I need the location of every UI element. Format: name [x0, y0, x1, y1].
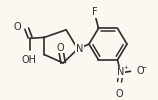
Text: O: O — [14, 22, 21, 32]
Text: OH: OH — [22, 55, 37, 65]
Text: N: N — [76, 44, 83, 54]
Text: N: N — [117, 67, 124, 77]
Text: O: O — [116, 89, 123, 99]
Text: −: − — [142, 64, 147, 69]
Text: +: + — [123, 65, 128, 70]
Text: O: O — [137, 66, 144, 76]
Text: F: F — [92, 7, 97, 17]
Text: O: O — [56, 43, 64, 53]
